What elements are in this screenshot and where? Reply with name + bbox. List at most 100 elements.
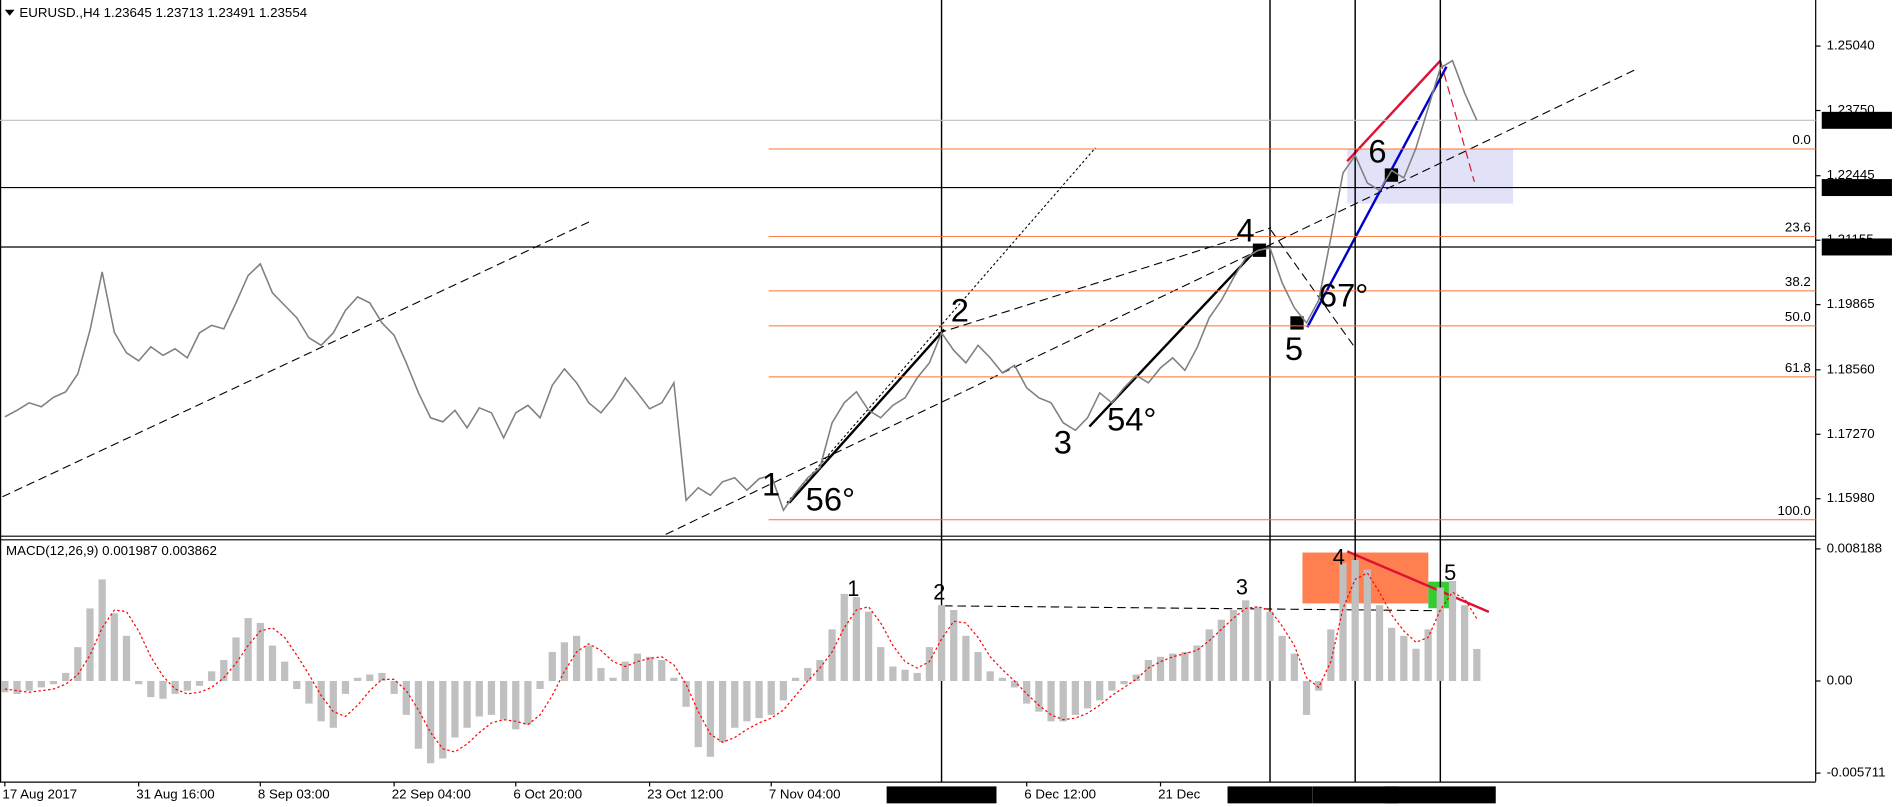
- histogram-bar: [1363, 569, 1371, 681]
- trend-line: [665, 69, 1635, 535]
- histogram-bar: [122, 635, 131, 681]
- histogram-bar: [220, 660, 228, 681]
- histogram-bar: [682, 680, 690, 707]
- histogram-bar: [86, 608, 94, 681]
- histogram-bar: [1229, 610, 1238, 681]
- histogram-bar: [1448, 580, 1457, 681]
- histogram-bar: [950, 610, 958, 681]
- histogram-bar: [487, 680, 496, 715]
- y-tick-label: 0.008188: [1827, 540, 1883, 555]
- histogram-bar: [414, 680, 423, 749]
- x-tick-label: 6 Oct 20:00: [513, 786, 582, 801]
- histogram-bar: [1120, 680, 1128, 685]
- histogram-bar: [1266, 611, 1274, 681]
- histogram-bar: [1339, 563, 1347, 681]
- x-label-bg: [1384, 786, 1496, 804]
- histogram-bar: [755, 680, 763, 719]
- histogram-bar: [974, 651, 982, 681]
- histogram-bar: [1461, 605, 1469, 681]
- histogram-bar: [1144, 660, 1152, 681]
- histogram-bar: [864, 611, 873, 681]
- histogram-bar: [1071, 680, 1080, 715]
- histogram-bar: [791, 677, 800, 681]
- x-tick-label: 2018.01.16 0: [1316, 786, 1394, 801]
- histogram-bar: [572, 635, 581, 681]
- histogram-bar: [998, 677, 1007, 681]
- histogram-bar: [901, 669, 909, 681]
- histogram-bar: [743, 680, 751, 722]
- histogram-bar: [439, 680, 447, 759]
- angle-line: [1306, 66, 1448, 328]
- trend-line: [937, 227, 1272, 334]
- histogram-bar: [329, 680, 337, 728]
- fib-label: 0.0: [1792, 132, 1811, 147]
- histogram-bar: [731, 680, 739, 728]
- y-tick-label: 1.17270: [1827, 426, 1875, 441]
- price-box: [1821, 179, 1892, 197]
- histogram-bar: [548, 651, 556, 681]
- angle-line: [788, 328, 946, 504]
- histogram-bar: [98, 579, 106, 681]
- trend-line: [786, 147, 1096, 504]
- x-tick-label: 21 Dec: [1158, 786, 1201, 801]
- x-label-bg: [1312, 786, 1398, 804]
- histogram-bar: [645, 656, 654, 681]
- histogram-bar: [463, 680, 471, 728]
- x-tick-label: 31 Aug 16:00: [136, 786, 214, 801]
- histogram-bar: [1278, 635, 1286, 681]
- x-label-bg: [1227, 786, 1313, 804]
- trend-line: [2, 221, 590, 498]
- histogram-bar: [475, 680, 483, 717]
- histogram-bar: [499, 680, 508, 720]
- histogram-bar: [560, 642, 569, 681]
- histogram-bar: [670, 677, 678, 681]
- x-tick-label: 23 Oct 12:00: [647, 786, 723, 801]
- histogram-bar: [828, 629, 836, 681]
- histogram-bar: [1181, 651, 1189, 681]
- histogram-bar: [1047, 680, 1055, 722]
- histogram-bar: [1242, 600, 1250, 681]
- histogram-bar: [1424, 629, 1432, 681]
- wave-label: 54°: [1107, 400, 1156, 437]
- histogram-bar: [1327, 629, 1335, 681]
- histogram-bar: [1412, 648, 1420, 681]
- signal-line: [4, 572, 1478, 753]
- histogram-bar: [937, 605, 946, 681]
- y-tick-label: 1.25040: [1827, 38, 1875, 53]
- histogram-bar: [585, 645, 593, 681]
- histogram-bar: [1205, 629, 1213, 681]
- x-tick-label: 22 Sep 04:00: [392, 786, 471, 801]
- histogram-bar: [1169, 653, 1177, 681]
- wave-label: 4: [1236, 211, 1254, 248]
- wave-label: 2: [951, 291, 969, 328]
- histogram-bar: [816, 660, 824, 681]
- price-box: [1821, 238, 1892, 256]
- chart-title: EURUSD.,H4 1.23645 1.23713 1.23491 1.235…: [19, 5, 307, 20]
- histogram-bar: [1302, 680, 1311, 715]
- histogram-bar: [293, 680, 301, 690]
- trend-line: [1270, 229, 1354, 346]
- histogram-bar: [147, 680, 155, 698]
- histogram-bar: [171, 680, 179, 694]
- histogram-bar: [268, 645, 277, 681]
- histogram-bar: [232, 637, 240, 681]
- histogram-bar: [779, 680, 788, 701]
- fib-label: 61.8: [1785, 360, 1811, 375]
- wave-label: 2: [933, 579, 945, 604]
- histogram-bar: [767, 680, 775, 715]
- histogram-bar: [1473, 648, 1481, 681]
- histogram-bar: [256, 622, 264, 681]
- menu-arrow[interactable]: [4, 9, 15, 16]
- histogram-bar: [889, 666, 897, 681]
- wave-label: 6: [1368, 133, 1386, 170]
- histogram-bar: [1096, 680, 1104, 701]
- y-tick-label: 1.22445: [1827, 167, 1875, 182]
- histogram-bar: [1059, 680, 1067, 722]
- histogram-bar: [706, 680, 715, 757]
- histogram-bar: [305, 680, 313, 704]
- histogram-bar: [1436, 587, 1444, 681]
- x-tick-label: 8 Sep 03:00: [258, 786, 330, 801]
- histogram-bar: [925, 647, 934, 681]
